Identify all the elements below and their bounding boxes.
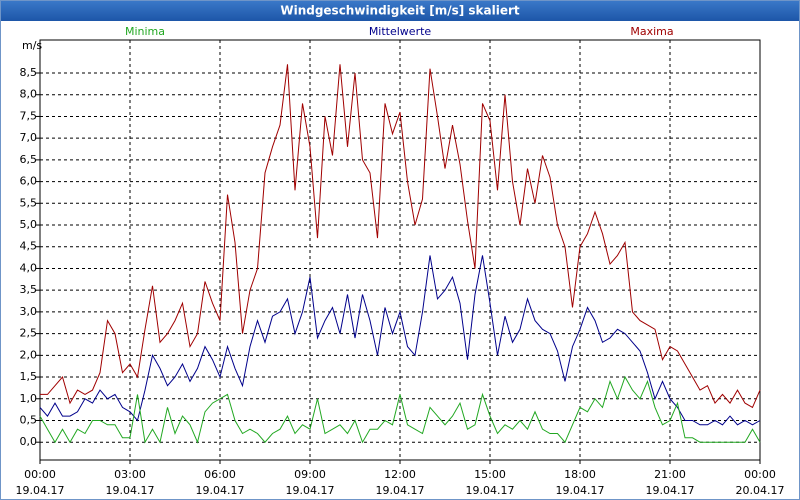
x-tick-label: 21:00 — [654, 468, 686, 481]
x-tick-label: 09:00 — [294, 468, 326, 481]
x-tick-date: 19.04.17 — [286, 484, 335, 497]
y-tick-label: 0,0 — [20, 435, 38, 448]
x-tick-label: 03:00 — [114, 468, 146, 481]
x-tick-label: 00:00 — [744, 468, 776, 481]
x-tick-date: 19.04.17 — [196, 484, 245, 497]
y-tick-label: 8,5 — [20, 66, 38, 79]
x-tick-date: 19.04.17 — [646, 484, 695, 497]
y-tick-label: 7,5 — [20, 109, 38, 122]
x-tick-date: 19.04.17 — [106, 484, 155, 497]
legend-label: Minima — [125, 25, 165, 38]
title-bar — [1, 1, 799, 21]
y-tick-label: 2,5 — [20, 327, 38, 340]
x-tick-label: 06:00 — [204, 468, 236, 481]
y-tick-label: 6,5 — [20, 153, 38, 166]
series-line — [39, 255, 761, 426]
y-tick-label: 4,5 — [20, 240, 38, 253]
series-line — [40, 64, 761, 409]
x-tick-date: 19.04.17 — [376, 484, 425, 497]
chart-title: Windgeschwindigkeit [m/s] skaliert — [280, 4, 520, 18]
y-tick-label: 1,5 — [20, 370, 38, 383]
y-tick-label: 7,0 — [20, 131, 38, 144]
x-tick-label: 15:00 — [474, 468, 506, 481]
x-tick-date: 19.04.17 — [16, 484, 65, 497]
y-tick-label: 0,5 — [20, 413, 38, 426]
y-tick-label: 2,0 — [20, 348, 38, 361]
series-line — [39, 375, 761, 444]
x-tick-label: 18:00 — [564, 468, 596, 481]
y-tick-label: 8,0 — [20, 88, 38, 101]
x-tick-label: 00:00 — [24, 468, 56, 481]
y-tick-label: 4,0 — [20, 261, 38, 274]
y-tick-label: 5,0 — [20, 218, 38, 231]
x-tick-date: 20.04.17 — [736, 484, 785, 497]
legend-label: Maxima — [630, 25, 673, 38]
x-tick-date: 19.04.17 — [556, 484, 605, 497]
y-tick-label: 6,0 — [20, 175, 38, 188]
y-tick-label: 3,0 — [20, 305, 38, 318]
y-tick-label: 5,5 — [20, 196, 38, 209]
y-tick-label: 3,5 — [20, 283, 38, 296]
x-tick-date: 19.04.17 — [466, 484, 515, 497]
legend-label: Mittelwerte — [369, 25, 432, 38]
plot-frame — [39, 39, 761, 461]
y-tick-label: 1,0 — [20, 392, 38, 405]
y-axis-label: m/s — [22, 39, 42, 52]
x-tick-label: 12:00 — [384, 468, 416, 481]
